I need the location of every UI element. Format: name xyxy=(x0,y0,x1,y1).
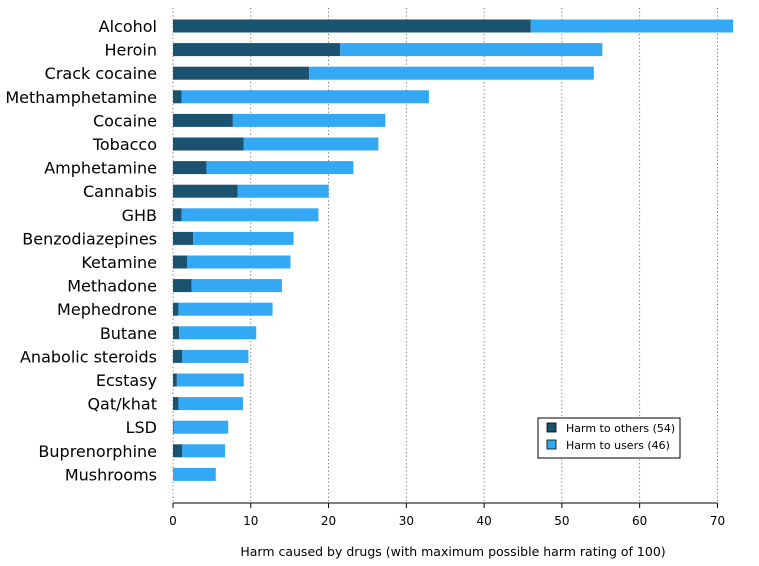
bar-harm-to-others-heroin xyxy=(173,43,341,57)
bar-harm-to-users-mushrooms xyxy=(173,467,216,481)
bar-harm-to-others-tobacco xyxy=(173,137,244,151)
bar-harm-to-others-ketamine xyxy=(173,255,188,269)
bar-harm-to-users-alcohol xyxy=(530,19,734,33)
bar-harm-to-users-heroin xyxy=(340,43,603,57)
bar-harm-to-users-mephedrone xyxy=(178,302,273,316)
legend-box xyxy=(537,417,681,459)
x-tick-label: 0 xyxy=(169,514,177,528)
category-label-ketamine: Ketamine xyxy=(81,253,157,272)
bar-harm-to-users-cocaine xyxy=(232,113,386,127)
bar-harm-to-others-amphetamine xyxy=(173,161,207,175)
x-tick-label: 30 xyxy=(399,514,414,528)
category-label-heroin: Heroin xyxy=(105,41,157,60)
bar-harm-to-users-qat-khat xyxy=(178,397,244,411)
bar-harm-to-others-methadone xyxy=(173,279,192,293)
bar-harm-to-users-buprenorphine xyxy=(182,444,226,458)
legend-swatch-harm-to-others xyxy=(546,422,557,433)
bar-harm-to-others-methamphetamine xyxy=(173,90,182,104)
bar-harm-to-others-crack-cocaine xyxy=(173,66,310,80)
bar-harm-to-users-ecstasy xyxy=(176,373,244,387)
bar-harm-to-others-cannabis xyxy=(173,184,238,198)
x-tick-label: 50 xyxy=(554,514,569,528)
legend: Harm to others (54) Harm to users (46) xyxy=(537,417,681,459)
category-label-methadone: Methadone xyxy=(67,277,157,296)
category-label-mephedrone: Mephedrone xyxy=(57,300,157,319)
category-labels: Alcohol Heroin Crack cocaine Methamphetamin… xyxy=(5,17,157,484)
bar-harm-to-others-cocaine xyxy=(173,113,233,127)
bar-harm-to-others-qat-khat xyxy=(173,397,179,411)
bar-harm-to-users-cannabis xyxy=(237,184,329,198)
category-label-amphetamine: Amphetamine xyxy=(44,159,157,178)
bar-harm-to-users-lsd xyxy=(173,420,229,434)
category-label-buprenorphine: Buprenorphine xyxy=(38,442,157,461)
bar-harm-to-users-amphetamine xyxy=(206,161,354,175)
bar-harm-to-others-ghb xyxy=(173,208,182,222)
bar-harm-to-users-methamphetamine xyxy=(181,90,429,104)
category-label-crack-cocaine: Crack cocaine xyxy=(45,64,157,83)
category-label-alcohol: Alcohol xyxy=(99,17,157,36)
category-label-qat-khat: Qat/khat xyxy=(87,395,157,414)
bars xyxy=(173,19,734,481)
category-label-anabolic-steroids: Anabolic steroids xyxy=(20,347,157,366)
bar-harm-to-others-buprenorphine xyxy=(173,444,183,458)
legend-swatch-harm-to-users xyxy=(546,439,557,450)
legend-label-harm-to-others: Harm to others (54) xyxy=(566,422,675,435)
x-tick-label: 40 xyxy=(476,514,491,528)
bar-harm-to-users-methadone xyxy=(191,279,282,293)
bar-harm-to-others-benzodiazepines xyxy=(173,231,194,245)
x-tick-label: 70 xyxy=(710,514,725,528)
category-label-benzodiazepines: Benzodiazepines xyxy=(22,229,157,248)
x-tick-label: 10 xyxy=(243,514,258,528)
bar-harm-to-users-anabolic-steroids xyxy=(182,349,249,363)
bar-harm-to-others-lsd xyxy=(173,420,174,434)
bar-harm-to-users-crack-cocaine xyxy=(309,66,594,80)
bar-harm-to-users-ketamine xyxy=(187,255,291,269)
category-label-methamphetamine: Methamphetamine xyxy=(5,88,157,107)
category-label-ghb: GHB xyxy=(122,206,157,225)
category-label-cannabis: Cannabis xyxy=(83,182,157,201)
x-axis-title: Harm caused by drugs (with maximum possi… xyxy=(240,544,665,559)
bar-harm-to-others-butane xyxy=(173,326,180,340)
category-label-mushrooms: Mushrooms xyxy=(65,465,157,484)
bar-harm-to-others-mephedrone xyxy=(173,302,179,316)
x-axis: 0 10 20 30 40 50 60 70 xyxy=(169,502,725,528)
x-tick-label: 20 xyxy=(321,514,336,528)
bar-harm-to-others-alcohol xyxy=(173,19,531,33)
bar-harm-to-users-benzodiazepines xyxy=(193,231,294,245)
bar-harm-to-users-ghb xyxy=(181,208,319,222)
category-label-lsd: LSD xyxy=(126,418,157,437)
category-label-butane: Butane xyxy=(100,324,157,343)
bar-harm-to-users-butane xyxy=(179,326,257,340)
category-label-ecstasy: Ecstasy xyxy=(96,371,157,390)
bar-harm-to-others-ecstasy xyxy=(173,373,177,387)
category-label-cocaine: Cocaine xyxy=(93,111,157,130)
category-label-tobacco: Tobacco xyxy=(92,135,157,154)
legend-label-harm-to-users: Harm to users (46) xyxy=(566,439,670,452)
bar-harm-to-users-tobacco xyxy=(243,137,379,151)
bar-harm-to-others-anabolic-steroids xyxy=(173,349,183,363)
x-tick-label: 60 xyxy=(632,514,647,528)
